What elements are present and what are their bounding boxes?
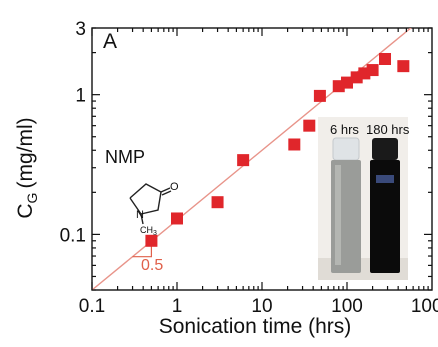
x-tick-label: 0.1 xyxy=(79,296,105,317)
data-point xyxy=(171,212,183,225)
vial-photo-inset: 6 hrs 180 hrs xyxy=(318,117,410,280)
inset-label-180hrs: 180 hrs xyxy=(366,122,410,137)
vial-180hrs-label xyxy=(376,175,394,183)
data-point xyxy=(313,89,326,102)
vial-180hrs-cap xyxy=(372,138,398,160)
y-tick-label: 3 xyxy=(75,19,86,40)
y-tick-label: 0.1 xyxy=(60,225,86,246)
vial-6hrs-highlight xyxy=(335,165,341,265)
x-tick-label: 1 xyxy=(172,296,183,317)
y-axis-label-unit: (mg/ml) xyxy=(14,117,37,188)
carbonyl-bond-double xyxy=(161,190,172,196)
y-tick-label: 1 xyxy=(75,86,86,107)
data-point xyxy=(397,60,410,73)
data-point xyxy=(341,76,353,89)
data-point xyxy=(303,119,316,132)
carbonyl-bond xyxy=(160,187,171,193)
y-axis-label-main: C xyxy=(14,203,37,218)
x-tick-label: 10 xyxy=(251,296,272,317)
vial-180hrs-body xyxy=(370,160,400,273)
slope-label: 0.5 xyxy=(141,257,163,274)
vial-6hrs-cap xyxy=(332,137,360,161)
x-axis-label: Sonication time (hrs) xyxy=(159,315,352,338)
molecule-methyl: CH3 xyxy=(140,225,157,237)
panel-label: A xyxy=(103,30,117,53)
y-axis-label: CG (mg/ml) xyxy=(14,117,40,218)
molecule-atom-n: N xyxy=(136,209,144,221)
ring-bond-path xyxy=(129,183,162,215)
inset-label-6hrs: 6 hrs xyxy=(330,122,359,137)
molecule-methyl-ch: CH xyxy=(140,225,153,235)
methyl-bond xyxy=(140,213,144,225)
molecule-name: NMP xyxy=(105,147,145,167)
y-axis-label-sub: G xyxy=(24,193,40,204)
molecule-atom-o: O xyxy=(170,181,179,193)
data-point xyxy=(237,154,250,167)
x-tick-label: 100 xyxy=(331,296,363,317)
data-point xyxy=(379,52,392,65)
data-point xyxy=(366,64,379,77)
data-point xyxy=(145,234,158,247)
molecule-methyl-sub: 3 xyxy=(153,230,157,237)
data-point xyxy=(211,196,224,209)
nmp-molecule-drawing xyxy=(129,183,172,225)
data-point xyxy=(288,138,301,151)
